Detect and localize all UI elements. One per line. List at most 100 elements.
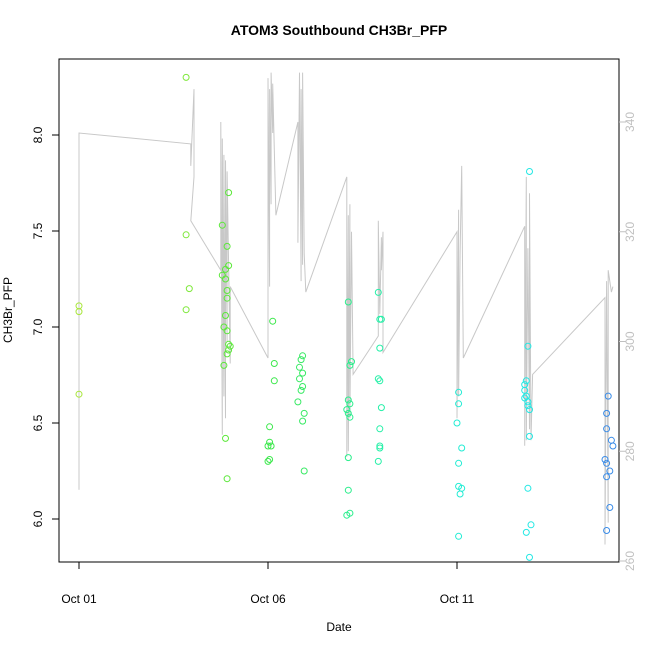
data-point bbox=[606, 467, 614, 475]
data-point bbox=[346, 413, 354, 421]
data-point bbox=[218, 221, 226, 229]
data-point bbox=[223, 294, 231, 302]
data-point bbox=[346, 361, 354, 369]
data-point bbox=[226, 342, 234, 350]
data-point bbox=[456, 490, 464, 498]
data-point bbox=[603, 459, 611, 467]
data-point bbox=[344, 396, 352, 404]
data-point bbox=[223, 350, 231, 358]
data-point bbox=[264, 457, 272, 465]
x-tick-label: Oct 06 bbox=[250, 592, 286, 606]
y2-tick-label: 260 bbox=[623, 551, 637, 571]
x-axis-label: Date bbox=[326, 620, 352, 634]
data-point bbox=[524, 342, 532, 350]
data-point bbox=[609, 442, 617, 450]
data-point bbox=[376, 442, 384, 450]
data-point bbox=[266, 423, 274, 431]
data-point bbox=[604, 392, 612, 400]
data-point bbox=[296, 375, 303, 383]
data-point bbox=[75, 308, 83, 316]
data-point bbox=[524, 398, 532, 406]
data-point bbox=[344, 454, 352, 462]
data-point bbox=[75, 390, 83, 398]
data-point bbox=[527, 521, 535, 529]
data-point bbox=[455, 388, 463, 396]
secondary-series-line bbox=[78, 72, 614, 545]
data-point bbox=[344, 486, 352, 494]
data-point bbox=[185, 285, 193, 293]
y-axis-right: 260 280 300 320 340 bbox=[619, 112, 637, 571]
data-point bbox=[453, 419, 461, 427]
data-point bbox=[222, 434, 229, 442]
data-point bbox=[376, 425, 384, 433]
data-point bbox=[297, 386, 305, 394]
data-point bbox=[300, 467, 308, 475]
secondary-series-layer bbox=[78, 72, 614, 545]
data-point bbox=[348, 358, 355, 366]
data-point bbox=[603, 425, 611, 433]
x-tick-label: Oct 01 bbox=[61, 592, 97, 606]
data-point bbox=[269, 317, 277, 325]
data-point bbox=[526, 553, 533, 561]
data-point bbox=[223, 287, 231, 294]
chart-title: ATOM3 Southbound CH3Br_PFP bbox=[231, 22, 447, 38]
data-point bbox=[294, 398, 302, 406]
data-point bbox=[182, 73, 190, 81]
data-point bbox=[455, 532, 463, 540]
data-point bbox=[223, 475, 231, 483]
data-point bbox=[300, 409, 308, 417]
data-point bbox=[266, 456, 274, 463]
data-point bbox=[603, 527, 611, 534]
data-point bbox=[603, 409, 611, 417]
data-point bbox=[299, 417, 307, 425]
data-point bbox=[267, 442, 275, 450]
x-tick-label: Oct 11 bbox=[440, 592, 475, 606]
data-point bbox=[606, 504, 614, 511]
y-tick-label: 6.5 bbox=[31, 414, 45, 431]
data-point bbox=[343, 406, 351, 414]
data-point bbox=[344, 298, 352, 306]
y-axis-label: CH3Br_PFP bbox=[1, 277, 15, 343]
scatter-points-layer bbox=[75, 73, 617, 561]
y-tick-label: 6.0 bbox=[31, 510, 45, 527]
data-point bbox=[343, 511, 351, 519]
data-point bbox=[266, 438, 274, 446]
data-point bbox=[376, 377, 384, 385]
data-point bbox=[225, 189, 233, 197]
data-point bbox=[223, 327, 231, 335]
y-tick-label: 8.0 bbox=[31, 126, 45, 143]
y-tick-label: 7.5 bbox=[31, 222, 45, 239]
data-point bbox=[182, 306, 190, 314]
data-point bbox=[601, 456, 609, 463]
data-point bbox=[458, 444, 466, 452]
data-point bbox=[220, 361, 228, 369]
y2-tick-label: 320 bbox=[623, 221, 637, 241]
data-point bbox=[264, 442, 272, 450]
data-point bbox=[376, 344, 384, 352]
data-point bbox=[297, 356, 305, 364]
y2-tick-label: 340 bbox=[623, 112, 637, 132]
x-axis: Oct 01 Oct 06 Oct 11 bbox=[61, 561, 475, 606]
data-point bbox=[296, 363, 303, 371]
data-point bbox=[522, 377, 530, 385]
data-point bbox=[522, 528, 530, 536]
data-point bbox=[603, 473, 611, 481]
data-point bbox=[377, 315, 385, 323]
data-point bbox=[526, 406, 533, 414]
data-point bbox=[299, 369, 307, 377]
data-point bbox=[374, 288, 382, 296]
data-point bbox=[374, 457, 382, 465]
data-point bbox=[376, 444, 384, 452]
data-point bbox=[270, 377, 278, 385]
data-point bbox=[524, 402, 532, 410]
data-point bbox=[299, 383, 307, 390]
data-point bbox=[270, 360, 278, 367]
data-point bbox=[526, 432, 533, 440]
data-point bbox=[377, 404, 385, 412]
data-point bbox=[223, 242, 231, 250]
data-point bbox=[455, 400, 463, 408]
y2-tick-label: 280 bbox=[623, 441, 637, 461]
data-point bbox=[455, 459, 463, 467]
data-point bbox=[222, 312, 229, 319]
